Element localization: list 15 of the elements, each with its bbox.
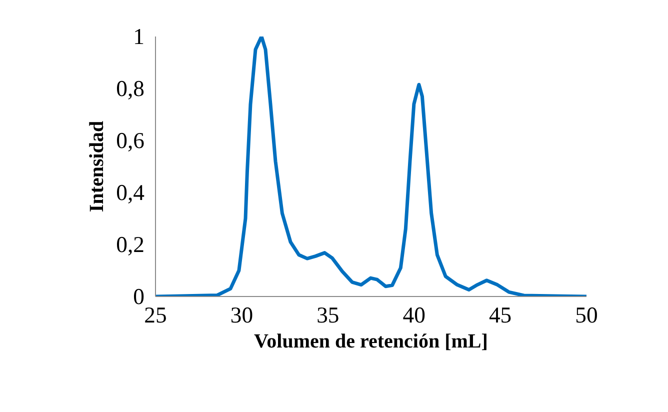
y-tick-label: 0,4 — [116, 180, 145, 205]
y-tick-label: 0 — [133, 284, 144, 309]
y-axis-title: Intensidad — [86, 120, 108, 212]
x-axis-title: Volumen de retención [mL] — [254, 330, 488, 352]
x-tick-label: 50 — [575, 302, 598, 328]
x-tick-label: 40 — [402, 302, 426, 328]
x-tick-label: 35 — [316, 302, 340, 328]
y-tick-label: 0,2 — [116, 232, 145, 257]
y-tick-label: 1 — [133, 24, 144, 49]
x-tick-label: 30 — [230, 302, 254, 328]
line-series — [156, 36, 586, 296]
y-tick-label: 0,6 — [116, 128, 145, 153]
x-tick-label: 45 — [488, 302, 512, 328]
y-tick-label: 0,8 — [116, 76, 145, 101]
x-tick-label: 25 — [144, 302, 167, 328]
